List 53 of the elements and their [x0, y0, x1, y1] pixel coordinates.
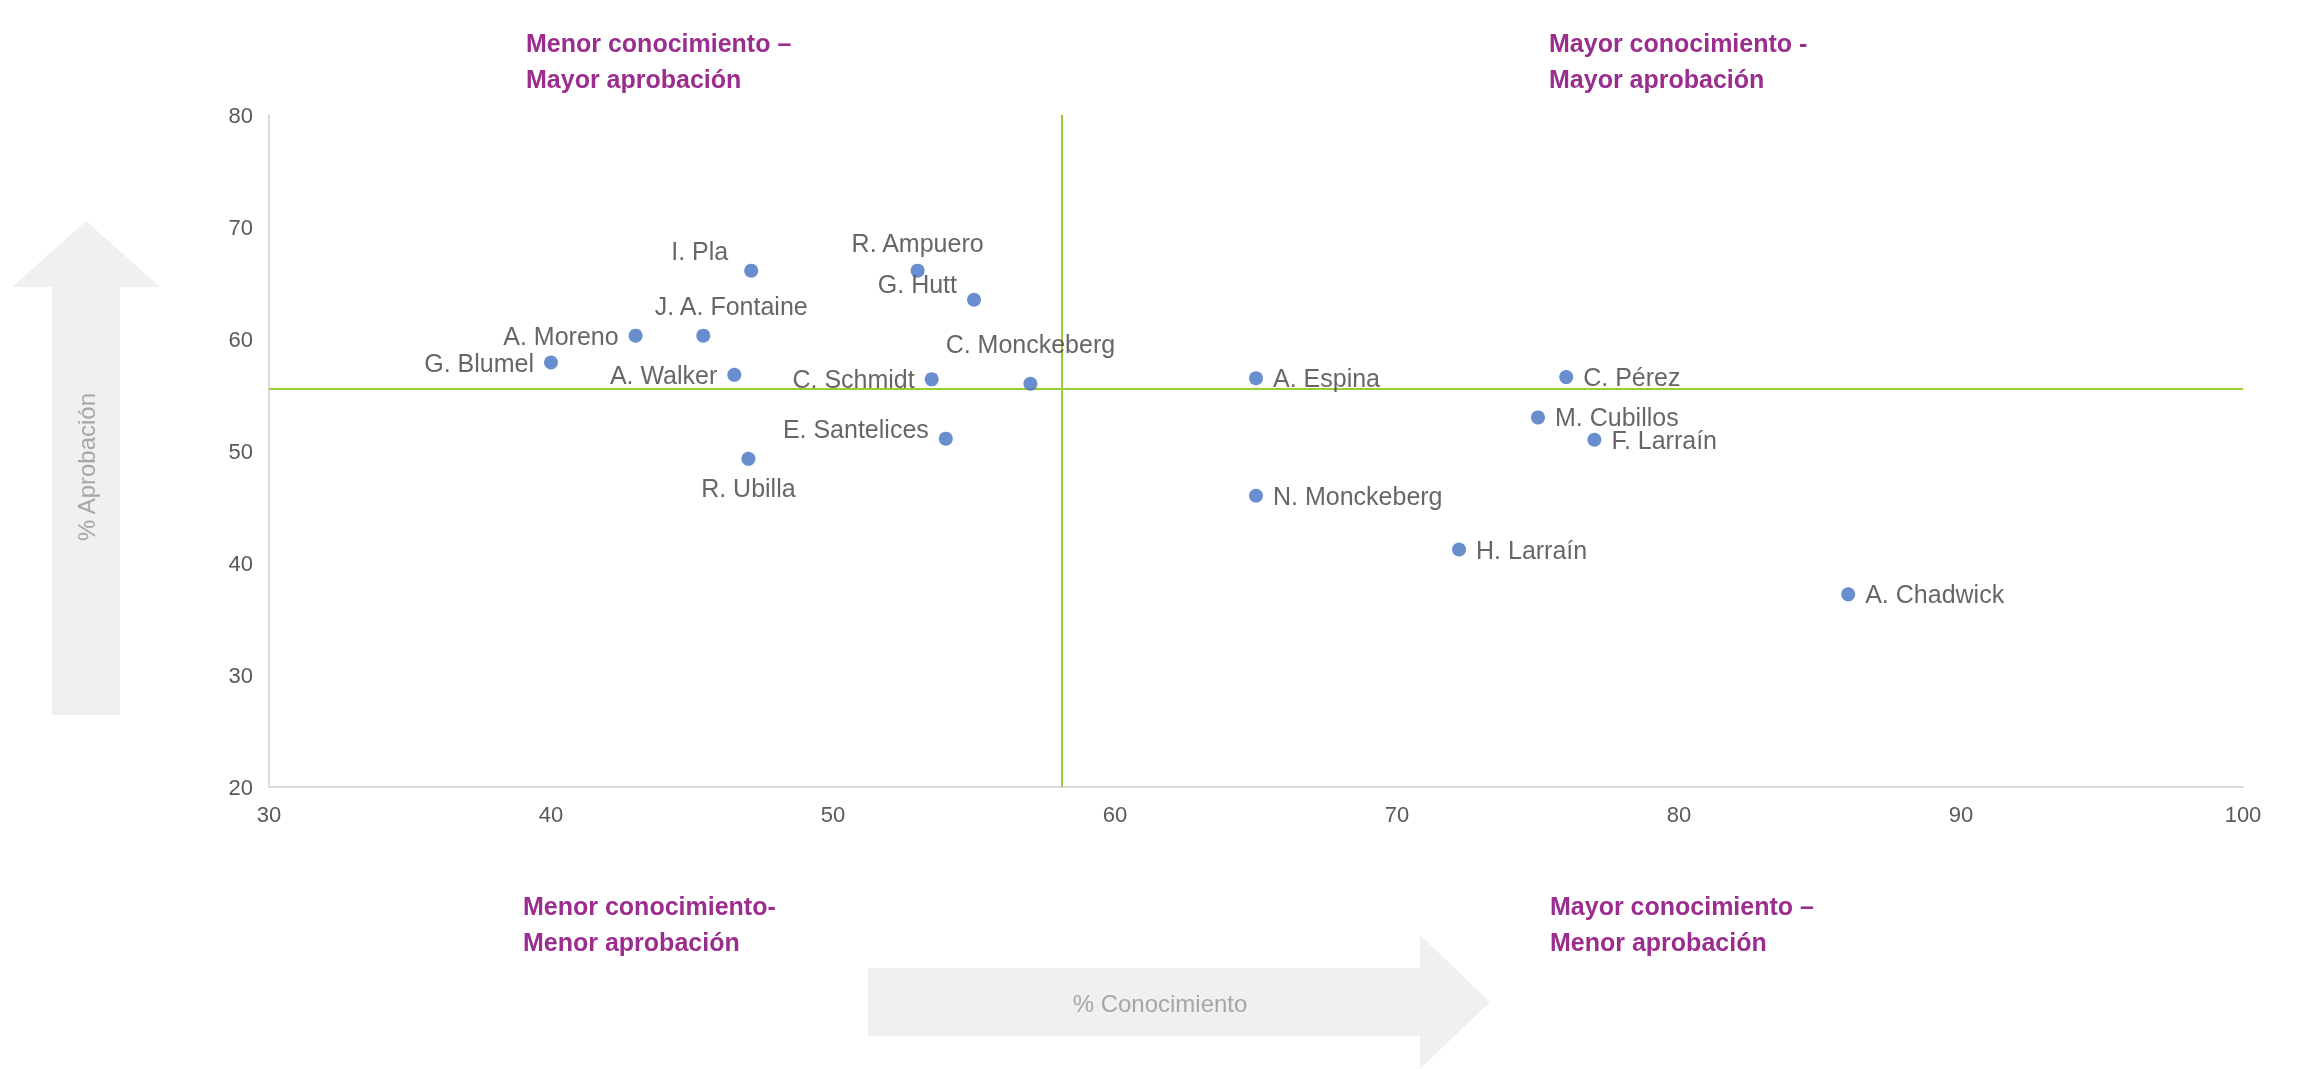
data-label: J. A. Fontaine — [654, 292, 808, 321]
data-label: A. Chadwick — [1865, 580, 2005, 609]
point — [1531, 410, 1545, 425]
y-tick-label: 20 — [228, 774, 253, 800]
text: Menor conocimiento- Menor aprobación — [523, 892, 776, 956]
text: % Aprobación — [72, 392, 100, 542]
point — [696, 328, 711, 343]
data-label: A. Espina — [1273, 364, 1381, 393]
point — [744, 263, 759, 278]
point — [1559, 370, 1574, 385]
x-tick-label: 90 — [1948, 801, 1974, 827]
y-tick-label: 60 — [228, 326, 253, 352]
point — [938, 431, 953, 446]
point — [741, 451, 756, 466]
data-label: I. Pla — [671, 236, 729, 265]
x-tick-label: 100 — [2224, 801, 2262, 827]
x-tick-label: 30 — [256, 801, 282, 827]
y-tick-label: 30 — [228, 662, 253, 688]
text: Mayor conocimiento - Mayor aprobación — [1549, 29, 1808, 93]
point — [1452, 542, 1467, 557]
point — [544, 355, 558, 370]
data-label: C. Pérez — [1583, 363, 1681, 392]
x-tick-label: 40 — [538, 801, 564, 827]
point — [1023, 376, 1038, 391]
x-tick-label: 50 — [820, 801, 846, 827]
data-label: G. Blumel — [424, 348, 534, 377]
data-label: G. Hutt — [877, 269, 958, 298]
data-label: R. Ubilla — [701, 474, 796, 503]
x-tick-label: 70 — [1384, 801, 1410, 827]
text: Menor conocimiento – Mayor aprobación — [526, 29, 792, 93]
point — [967, 292, 981, 307]
text: % Conocimiento — [1072, 989, 1248, 1017]
data-label: A. Walker — [609, 360, 718, 389]
data-label: N. Monckeberg — [1273, 481, 1443, 510]
data-label: R. Ampuero — [851, 229, 984, 258]
data-label: E. Santelices — [782, 414, 929, 443]
y-tick-label: 50 — [228, 438, 253, 464]
point — [727, 367, 742, 382]
y-tick-label: 80 — [228, 102, 253, 128]
point — [924, 372, 939, 387]
data-label: H. Larraín — [1476, 535, 1588, 564]
point — [1249, 488, 1263, 503]
x-tick-label: 60 — [1102, 801, 1128, 827]
data-label: A. Moreno — [503, 321, 619, 350]
text: Mayor conocimiento – Menor aprobación — [1550, 892, 1815, 956]
y-tick-label: 70 — [228, 214, 253, 240]
point — [1841, 587, 1856, 602]
data-label: C. Schmidt — [792, 365, 915, 394]
y-tick-label: 40 — [228, 550, 253, 576]
point — [628, 328, 643, 343]
point — [1249, 371, 1263, 386]
point — [1587, 432, 1602, 447]
x-tick-label: 80 — [1666, 801, 1692, 827]
